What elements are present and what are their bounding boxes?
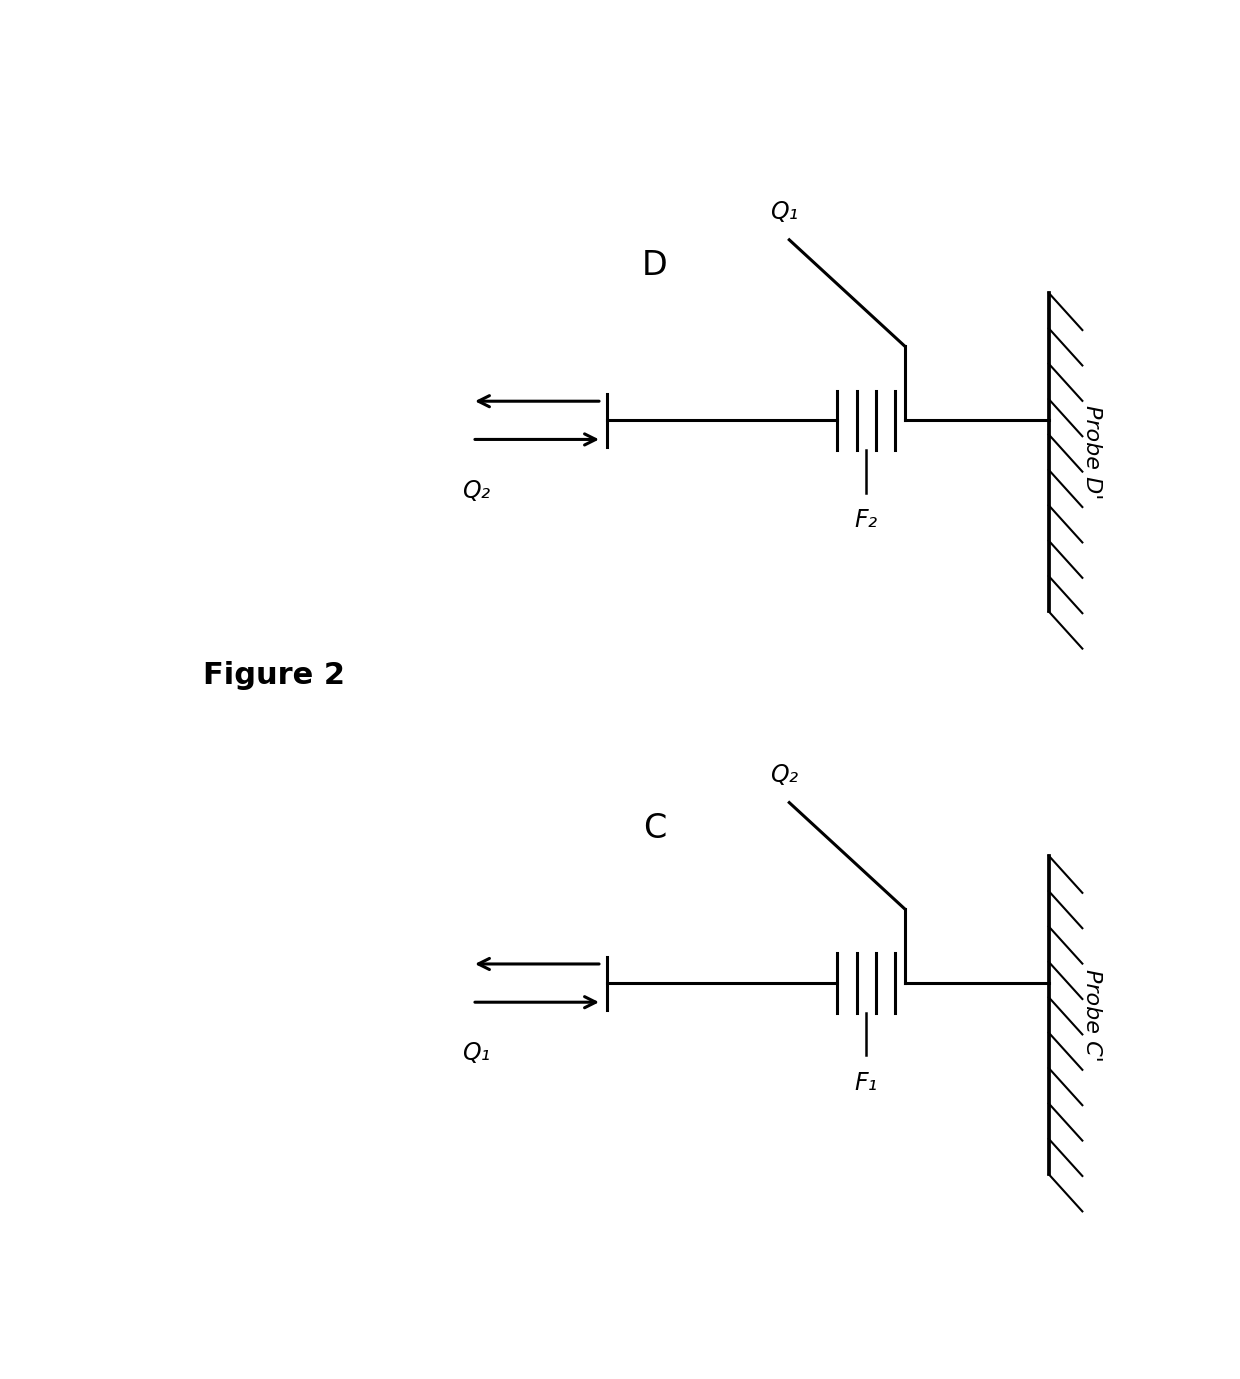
Text: Probe C': Probe C'	[1083, 968, 1102, 1062]
Text: F₂: F₂	[854, 509, 878, 532]
Text: D: D	[642, 250, 667, 283]
Text: Q₂: Q₂	[463, 479, 491, 503]
Text: C: C	[644, 812, 666, 845]
Text: Figure 2: Figure 2	[203, 661, 345, 690]
Text: Q₁: Q₁	[770, 200, 799, 223]
Text: Probe D': Probe D'	[1083, 405, 1102, 499]
Text: Q₁: Q₁	[463, 1041, 491, 1066]
Text: F₁: F₁	[854, 1071, 878, 1095]
Text: Q₂: Q₂	[770, 763, 799, 786]
